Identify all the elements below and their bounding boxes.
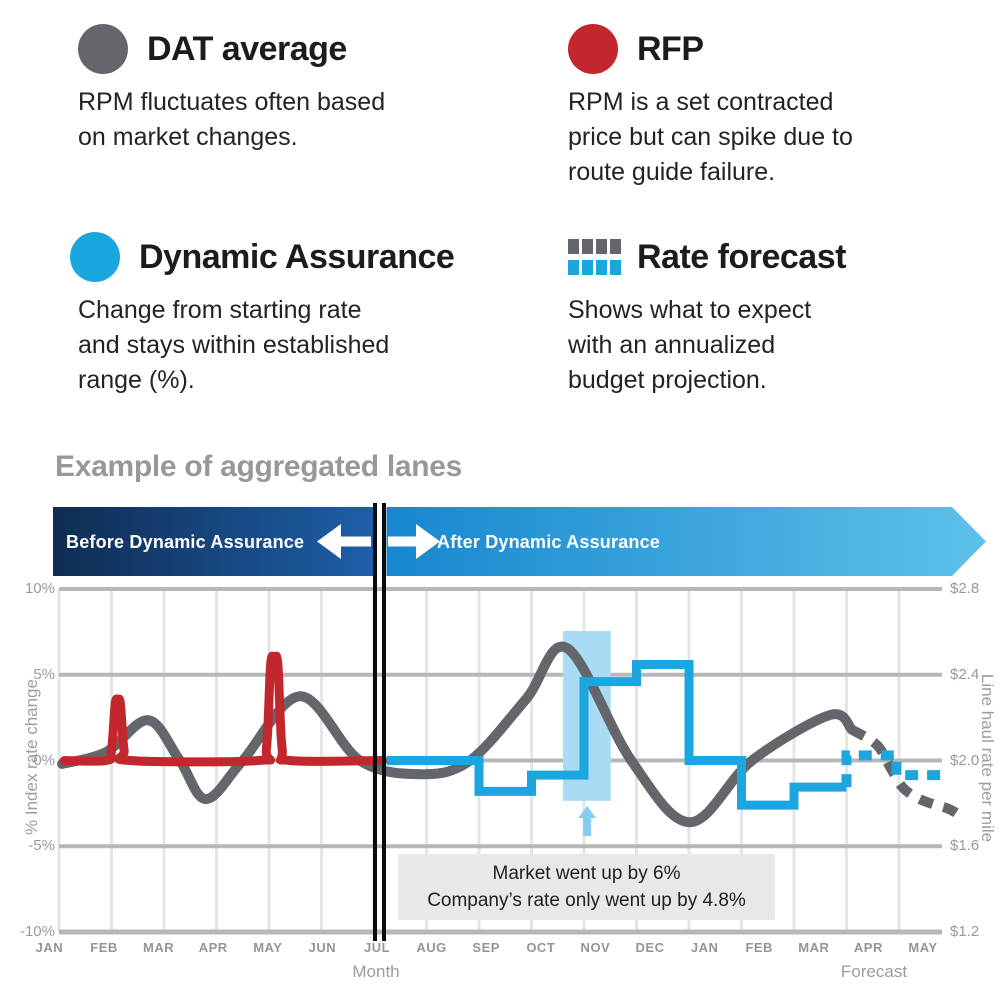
left-axis-tick: 10% <box>24 580 55 597</box>
series-rfp <box>59 651 388 767</box>
legend-head: Rate forecast <box>568 232 846 282</box>
divider-line <box>373 503 377 941</box>
description-line: route guide failure. <box>568 158 776 186</box>
legend-title: RFP <box>637 29 704 68</box>
dat-average-dot-icon <box>78 24 128 74</box>
month-tick: MAY <box>253 940 283 955</box>
legend-description: RPM fluctuates often based on market cha… <box>78 85 385 155</box>
month-tick: MAR <box>798 940 830 955</box>
description-line: budget projection. <box>568 366 767 394</box>
forecast-axis-label: Forecast <box>840 962 908 981</box>
description-line: RPM is a set contracted <box>568 88 834 116</box>
series-dynamic-assurance-rate-forecast- <box>841 750 948 788</box>
right-axis-tick: $1.2 <box>950 923 980 940</box>
market-callout: Market went up by 6% Company’s rate only… <box>398 854 775 920</box>
description-line: and stays within established <box>78 331 390 359</box>
legend-head: RFP <box>568 24 853 74</box>
legend-item-dynamic-assurance: Dynamic Assurance Change from starting r… <box>70 232 455 398</box>
month-tick: FEB <box>745 940 773 955</box>
callout-line: Market went up by 6% <box>492 863 681 884</box>
after-banner-arrow <box>386 507 986 576</box>
left-white-arrow-icon <box>317 524 371 559</box>
month-tick: APR <box>198 940 228 955</box>
right-axis-tick: $2.0 <box>950 751 980 769</box>
month-tick: JUL <box>363 940 391 955</box>
legend-description: Shows what to expect with an annualized … <box>568 293 846 398</box>
right-axis-tick: $2.4 <box>950 665 980 683</box>
series-dat-average-rate-forecast- <box>849 725 965 822</box>
description-line: Shows what to expect <box>568 296 812 324</box>
right-axis-title: Line haul rate per mile <box>978 673 997 843</box>
description-line: RPM fluctuates often based <box>78 88 386 116</box>
before-banner-label: Before Dynamic Assurance <box>66 532 305 552</box>
month-tick: JAN <box>690 940 719 955</box>
month-tick: APR <box>853 940 883 955</box>
left-axis-tick: -10% <box>19 923 55 940</box>
legend-item-dat-average: DAT average RPM fluctuates often based o… <box>78 24 385 155</box>
month-tick: DEC <box>635 940 665 955</box>
divider-line <box>382 503 386 941</box>
description-line: price but can spike due to <box>568 123 853 151</box>
description-line: range (%). <box>78 366 195 394</box>
right-axis-tick: $2.8 <box>950 580 980 597</box>
description-line: on market changes. <box>78 123 298 151</box>
legend-item-rfp: RFP RPM is a set contracted price but ca… <box>568 24 853 190</box>
month-tick: AUG <box>416 940 447 955</box>
chart-title: Example of aggregated lanes <box>55 450 463 483</box>
legend-item-rate-forecast: Rate forecast Shows what to expect with … <box>568 232 846 398</box>
left-axis-tick: 5% <box>33 665 55 683</box>
legend-title: Dynamic Assurance <box>139 237 455 276</box>
right-white-arrow-icon <box>388 524 440 559</box>
legend-title: Rate forecast <box>637 237 846 276</box>
legend-description: Change from starting rate and stays with… <box>78 293 454 398</box>
month-axis-label: Month <box>352 962 400 981</box>
month-tick: FEB <box>90 940 118 955</box>
description-line: Change from starting rate <box>78 296 362 324</box>
month-tick: MAY <box>908 940 938 955</box>
right-axis-tick: $1.6 <box>950 837 980 855</box>
legend-description: RPM is a set contracted price but can sp… <box>568 85 853 190</box>
month-tick: MAR <box>143 940 175 955</box>
after-banner-label: After Dynamic Assurance <box>437 532 661 552</box>
month-tick: JAN <box>35 940 64 955</box>
dynamic-assurance-dot-icon <box>70 232 120 282</box>
month-tick: NOV <box>580 940 611 955</box>
month-tick: OCT <box>526 940 556 955</box>
rate-forecast-dashes-icon <box>568 239 621 275</box>
legend-title: DAT average <box>147 29 347 68</box>
legend-head: Dynamic Assurance <box>70 232 455 282</box>
band-pointer-up-arrow-icon <box>578 806 597 836</box>
left-axis-tick: -5% <box>28 837 55 855</box>
month-tick: JUN <box>308 940 337 955</box>
callout-line: Company’s rate only went up by 4.8% <box>427 890 746 911</box>
left-axis-tick: 0% <box>33 751 55 769</box>
rfp-dot-icon <box>568 24 618 74</box>
legend-head: DAT average <box>78 24 385 74</box>
series-dynamic-assurance <box>386 660 847 810</box>
description-line: with an annualized <box>568 331 776 359</box>
month-tick: SEP <box>472 940 500 955</box>
